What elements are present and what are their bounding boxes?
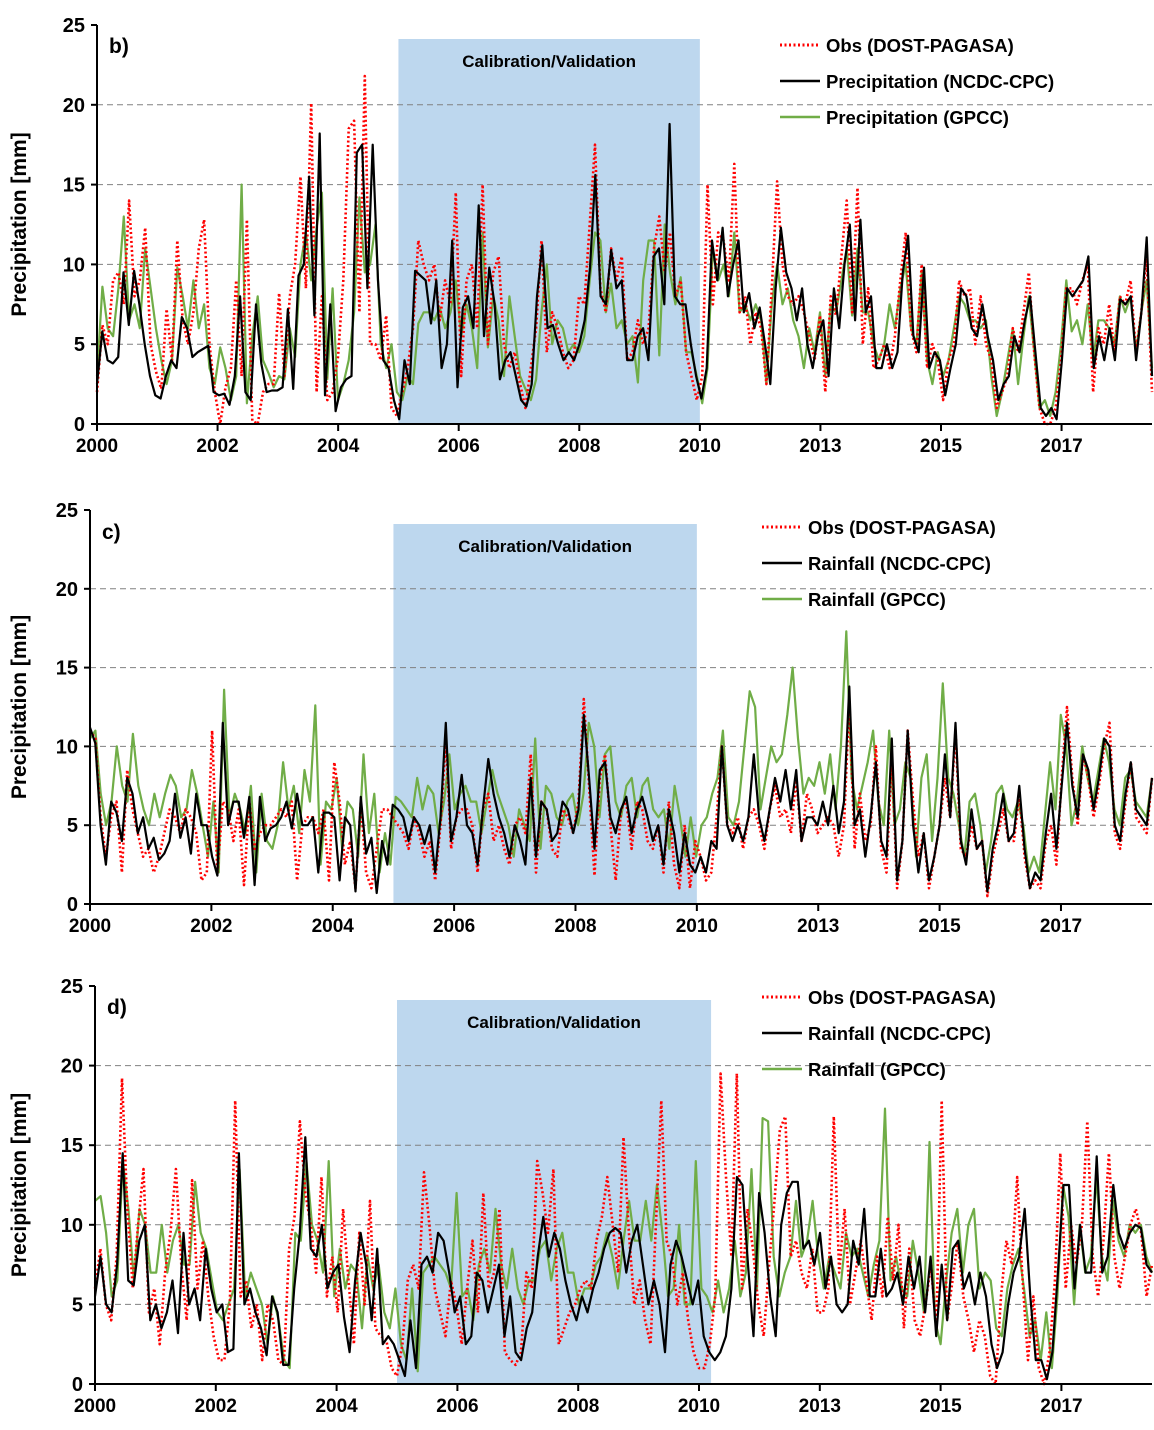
chart-panel-c: Calibration/Validation 0 5 10 15 20 25 2000 2002… [8, 500, 1154, 937]
x-tick-label: 2017 [1040, 1396, 1082, 1417]
x-tick-label: 2004 [312, 916, 355, 937]
y-tick-label: 20 [61, 1056, 83, 1078]
y-axis-title: Precipitation [mm] [8, 615, 31, 799]
y-tick-label: 5 [74, 334, 85, 356]
x-tick-label: 2006 [438, 436, 480, 457]
panel-label: d) [107, 996, 127, 1019]
x-tick-label: 2010 [678, 1396, 720, 1417]
legend-label: Obs (DOST-PAGASA) [826, 35, 1014, 56]
legend-label: Precipitation (NCDC-CPC) [826, 71, 1054, 92]
y-axis-title: Precipitation [mm] [8, 132, 31, 316]
ncdc-cpc-series-line [93, 1136, 1153, 1381]
chart-panel-b: Calibration/Validation 0 5 10 15 20 25 2000 2002… [8, 15, 1154, 457]
x-tick-label: 2002 [196, 436, 238, 457]
y-tick-label: 15 [56, 658, 78, 680]
calibration-validation-shade [398, 39, 700, 424]
x-tick-label: 2000 [76, 436, 118, 457]
legend-label: Obs (DOST-PAGASA) [808, 517, 996, 538]
y-tick-label: 20 [63, 95, 85, 117]
y-tick-label: 0 [74, 414, 85, 436]
panel-label: b) [109, 35, 129, 58]
y-tick-label: 25 [56, 500, 78, 522]
x-tick-label: 2002 [190, 916, 232, 937]
legend-label: Obs (DOST-PAGASA) [808, 987, 996, 1008]
y-tick-label: 25 [61, 976, 83, 998]
shaded-period-label: Calibration/Validation [458, 537, 632, 556]
y-tick-label: 25 [63, 15, 85, 37]
legend-label: Rainfall (GPCC) [808, 589, 946, 610]
legend-label: Precipitation (GPCC) [826, 107, 1009, 128]
ncdc-cpc-series-line [95, 122, 1154, 421]
legend-label: Rainfall (NCDC-CPC) [808, 1023, 991, 1044]
panel-label: c) [102, 521, 121, 544]
x-tick-label: 2013 [799, 436, 841, 457]
y-tick-label: 5 [72, 1294, 83, 1316]
y-tick-label: 0 [67, 894, 78, 916]
y-tick-label: 10 [56, 736, 78, 758]
y-axis-title: Precipitation [mm] [8, 1093, 31, 1277]
x-tick-label: 2008 [554, 916, 596, 937]
y-tick-label: 10 [63, 254, 85, 276]
x-tick-label: 2004 [317, 436, 360, 457]
gpcc-series-line [89, 630, 1154, 874]
x-tick-label: 2010 [676, 916, 718, 937]
x-tick-label: 2013 [799, 1396, 841, 1417]
x-tick-label: 2015 [920, 436, 963, 457]
y-tick-label: 5 [67, 815, 78, 837]
ncdc-cpc-series-line [88, 685, 1154, 895]
y-tick-label: 10 [61, 1215, 83, 1237]
shaded-period-label: Calibration/Validation [467, 1013, 641, 1032]
legend-label: Rainfall (GPCC) [808, 1059, 946, 1080]
y-tick-label: 20 [56, 579, 78, 601]
y-tick-label: 15 [63, 175, 85, 197]
x-tick-label: 2002 [195, 1396, 237, 1417]
x-tick-label: 2000 [74, 1396, 116, 1417]
x-tick-label: 2013 [797, 916, 839, 937]
y-tick-label: 15 [61, 1135, 83, 1157]
x-tick-label: 2015 [918, 916, 961, 937]
x-tick-label: 2000 [69, 916, 111, 937]
x-tick-label: 2006 [436, 1396, 478, 1417]
legend-label: Rainfall (NCDC-CPC) [808, 553, 991, 574]
x-tick-label: 2008 [557, 1396, 599, 1417]
x-tick-label: 2015 [919, 1396, 962, 1417]
x-tick-label: 2017 [1040, 916, 1082, 937]
y-tick-label: 0 [72, 1374, 83, 1396]
x-tick-label: 2010 [679, 436, 721, 457]
x-tick-label: 2006 [433, 916, 475, 937]
chart-panel-d: Calibration/Validation 0 5 10 15 20 25 2000 2002… [8, 976, 1154, 1417]
x-tick-label: 2008 [558, 436, 600, 457]
x-tick-label: 2004 [315, 1396, 358, 1417]
shaded-period-label: Calibration/Validation [462, 52, 636, 71]
x-tick-label: 2017 [1040, 436, 1082, 457]
